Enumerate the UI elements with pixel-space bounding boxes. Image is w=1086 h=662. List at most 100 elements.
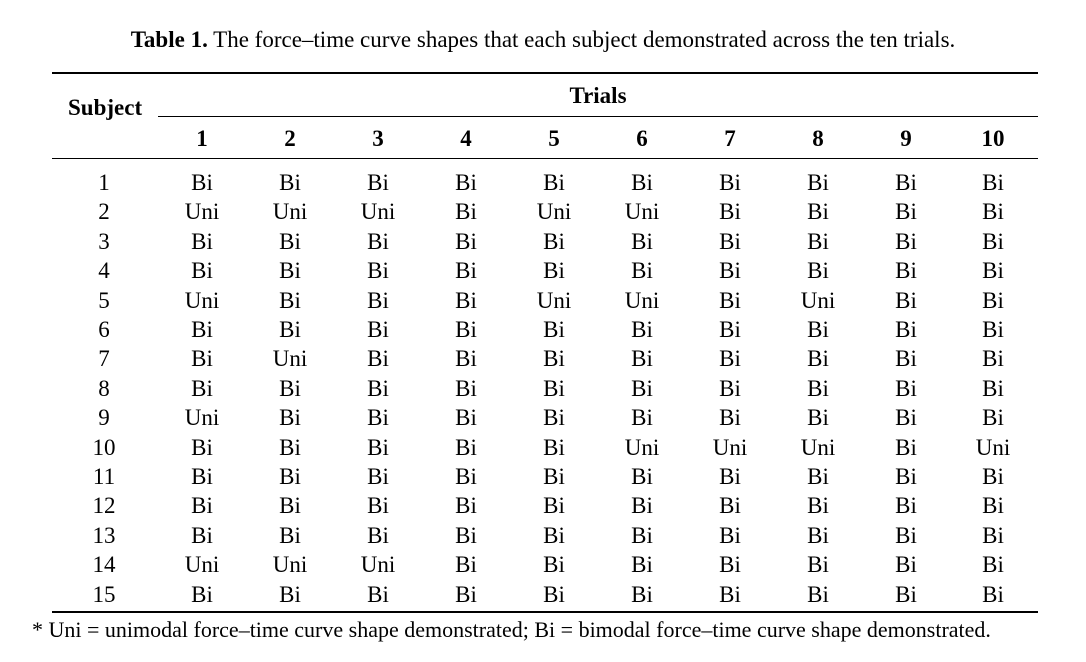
trial-cell: Bi: [631, 346, 653, 372]
trial-cell: Bi: [455, 493, 477, 519]
caption-text: The force–time curve shapes that each su…: [213, 27, 956, 52]
trial-cell: Bi: [982, 287, 1004, 313]
trial-cell: Bi: [279, 581, 301, 607]
table-row: 9 Uni Bi Bi Bi Bi Bi Bi Bi Bi Bi: [52, 403, 1038, 432]
trial-cell: Bi: [807, 581, 829, 607]
trial-cell: Bi: [367, 464, 389, 489]
trial-cell: Bi: [807, 405, 829, 431]
trial-cell: Bi: [191, 522, 213, 548]
trial-cell: Bi: [895, 464, 917, 489]
trial-cell: Bi: [807, 228, 829, 254]
trial-cell: Bi: [279, 464, 301, 489]
trial-cell: Bi: [367, 258, 389, 284]
table-row: 5 Uni Bi Bi Bi Uni Uni Bi Uni Bi Bi: [52, 286, 1038, 315]
table-row: 6 Bi Bi Bi Bi Bi Bi Bi Bi Bi Bi: [52, 315, 1038, 344]
trial-cell: Bi: [279, 317, 301, 342]
trial-cell: Bi: [719, 464, 741, 489]
trial-cell: Bi: [455, 170, 477, 195]
subject-cell: 8: [98, 375, 110, 401]
trial-header-3: 3: [372, 126, 384, 151]
trial-cell: Bi: [543, 258, 565, 284]
trial-cell: Bi: [279, 258, 301, 284]
trial-cell: Bi: [895, 258, 917, 284]
subject-cell: 10: [92, 434, 116, 460]
trial-cell: Bi: [191, 375, 213, 401]
trial-cell: Bi: [895, 493, 917, 519]
trial-cell: Bi: [279, 405, 301, 431]
trial-cell: Bi: [982, 317, 1004, 342]
trial-number-header-row: 1 2 3 4 5 6 7 8 9 10: [52, 125, 1038, 153]
trial-header-10: 10: [981, 126, 1005, 151]
trial-cell: Bi: [631, 552, 653, 578]
trial-header-5: 5: [548, 126, 560, 151]
trial-cell: Bi: [191, 228, 213, 254]
table-caption: Table 1. The force–time curve shapes tha…: [0, 25, 1086, 55]
table-row: 14 Uni Uni Uni Bi Bi Bi Bi Bi Bi Bi: [52, 550, 1038, 579]
trial-cell: Uni: [184, 405, 220, 431]
trial-cell: Uni: [272, 552, 308, 578]
table-row: 11 Bi Bi Bi Bi Bi Bi Bi Bi Bi Bi: [52, 462, 1038, 491]
trial-cell: Bi: [895, 522, 917, 548]
trial-cell: Bi: [807, 375, 829, 401]
trial-cell: Bi: [982, 228, 1004, 254]
trial-cell: Bi: [807, 493, 829, 519]
trial-cell: Bi: [543, 405, 565, 431]
trial-cell: Bi: [895, 434, 917, 460]
trial-cell: Uni: [184, 287, 220, 313]
trial-cell: Bi: [543, 375, 565, 401]
subject-cell: 15: [92, 581, 116, 607]
trial-cell: Uni: [360, 199, 396, 225]
trial-cell: Bi: [455, 287, 477, 313]
trial-cell: Bi: [895, 287, 917, 313]
trial-cell: Bi: [895, 228, 917, 254]
trial-cell: Bi: [631, 375, 653, 401]
table-top-rule: [52, 72, 1038, 74]
trial-cell: Bi: [631, 464, 653, 489]
trial-header-9: 9: [900, 126, 912, 151]
subject-cell: 1: [98, 170, 110, 195]
trial-cell: Bi: [191, 434, 213, 460]
trial-cell: Bi: [982, 405, 1004, 431]
trial-cell: Uni: [184, 552, 220, 578]
trial-cell: Bi: [543, 228, 565, 254]
table-row: 2 Uni Uni Uni Bi Uni Uni Bi Bi Bi Bi: [52, 197, 1038, 226]
trial-cell: Bi: [807, 346, 829, 372]
trial-cell: Bi: [367, 317, 389, 342]
trial-cell: Bi: [719, 317, 741, 342]
subject-cell: 3: [98, 228, 110, 254]
trial-cell: Bi: [895, 170, 917, 195]
trial-cell: Bi: [719, 522, 741, 548]
trial-cell: Bi: [719, 258, 741, 284]
trial-cell: Bi: [367, 375, 389, 401]
trial-cell: Bi: [719, 346, 741, 372]
trial-cell: Bi: [191, 170, 213, 195]
trial-cell: Uni: [272, 199, 308, 225]
trial-cell: Bi: [279, 228, 301, 254]
trial-cell: Bi: [367, 581, 389, 607]
trial-cell: Bi: [982, 346, 1004, 372]
trial-cell: Bi: [631, 228, 653, 254]
trial-cell: Bi: [895, 552, 917, 578]
trial-cell: Bi: [279, 434, 301, 460]
trial-cell: Bi: [719, 552, 741, 578]
trial-header-4: 4: [460, 126, 472, 151]
trial-cell: Bi: [807, 258, 829, 284]
trial-cell: Bi: [543, 317, 565, 342]
trial-header-1: 1: [196, 126, 208, 151]
header-bottom-rule: [52, 158, 1038, 159]
trial-cell: Uni: [624, 287, 660, 313]
subject-cell: 6: [98, 317, 110, 342]
trial-cell: Bi: [367, 228, 389, 254]
trial-cell: Bi: [631, 258, 653, 284]
trial-cell: Bi: [719, 581, 741, 607]
trial-cell: Bi: [367, 522, 389, 548]
trial-cell: Uni: [975, 434, 1011, 460]
trial-cell: Bi: [982, 375, 1004, 401]
trial-cell: Bi: [631, 493, 653, 519]
trial-cell: Bi: [279, 522, 301, 548]
trial-cell: Bi: [367, 170, 389, 195]
trial-cell: Bi: [543, 493, 565, 519]
trial-cell: Bi: [807, 522, 829, 548]
trial-cell: Uni: [536, 287, 572, 313]
trial-cell: Bi: [455, 552, 477, 578]
